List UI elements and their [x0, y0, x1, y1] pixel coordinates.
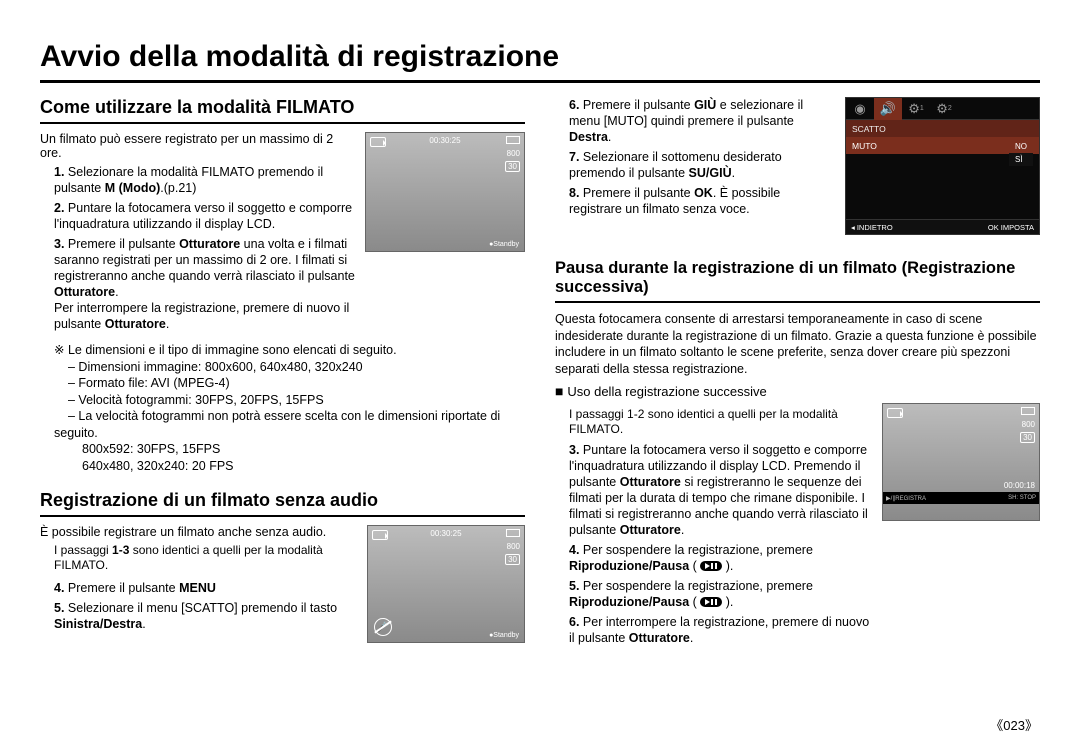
menu-option-si: SÌ: [1009, 153, 1033, 166]
mute-icon: 🎤: [374, 618, 392, 636]
menu-item-muto: MUTO: [852, 141, 1029, 151]
right-column: 6. Premere il pulsante GIÙ e selezionare…: [555, 97, 1040, 650]
camera-preview-3: 800 30 00:00:18 ▶/∥REGISTRA SH: STOP: [882, 403, 1040, 521]
section2-title: Registrazione di un filmato senza audio: [40, 490, 525, 517]
fps-indicator: 30: [1020, 432, 1035, 443]
spec-note: ※ Le dimensioni e il tipo di immagine so…: [54, 342, 525, 474]
camera-menu-screen: ◉ 🔊 ⚙1 ⚙2 SCATTO MUTO ▸ NO SÌ: [845, 97, 1040, 235]
videocam-icon: [372, 530, 388, 540]
videocam-icon: [370, 137, 386, 147]
fps-indicator: 30: [505, 161, 520, 172]
step: 8. Premere il pulsante OK. È possibile r…: [569, 185, 835, 217]
page-title: Avvio della modalità di registrazione: [40, 40, 1040, 83]
step: 3. Puntare la fotocamera verso il sogget…: [569, 442, 872, 538]
step: 7. Selezionare il sottomenu desiderato p…: [569, 149, 835, 181]
step: 4. Premere il pulsante MENU: [54, 580, 357, 596]
timer: 00:30:25: [430, 529, 461, 538]
rec-strip-left: ▶/∥REGISTRA: [886, 495, 926, 502]
step: 4. Per sospendere la registrazione, prem…: [569, 542, 872, 574]
step: 2. Puntare la fotocamera verso il sogget…: [54, 200, 355, 232]
section3-sub: ■ Uso della registrazione successive: [555, 383, 1040, 399]
rec-strip-right: SH: STOP: [1008, 495, 1036, 501]
battery-icon: [506, 136, 520, 144]
fps-indicator: 30: [505, 554, 520, 565]
left-column: Come utilizzare la modalità FILMATO Un f…: [40, 97, 525, 650]
section3-para: Questa fotocamera consente di arrestarsi…: [555, 311, 1040, 377]
timer: 00:30:25: [429, 136, 460, 145]
camera-preview-2: 00:30:25 800 30 🎤 ●Standby: [367, 525, 525, 643]
section2-intro: È possibile registrare un filmato anche …: [40, 525, 357, 539]
videocam-icon: [887, 408, 903, 418]
battery-icon: [506, 529, 520, 537]
play-pause-icon: [700, 561, 722, 571]
battery-icon: [1021, 407, 1035, 415]
menu-ok: OK IMPOSTA: [988, 223, 1034, 232]
section1-intro: Un filmato può essere registrato per un …: [40, 132, 355, 160]
timer: 00:00:18: [1004, 481, 1035, 490]
step: 6. Per interrompere la registrazione, pr…: [569, 614, 872, 646]
step: 5. Per sospendere la registrazione, prem…: [569, 578, 872, 610]
step: 3. Premere il pulsante Otturatore una vo…: [54, 236, 355, 332]
menu-option-no: NO: [1009, 140, 1033, 153]
menu-tab-camera-icon: ◉: [846, 98, 874, 120]
menu-tab-settings2-icon: ⚙2: [930, 98, 958, 120]
menu-header: SCATTO: [852, 124, 1033, 134]
play-pause-icon: [700, 597, 722, 607]
step: 1. Selezionare la modalità FILMATO preme…: [54, 164, 355, 196]
menu-back: ◂ INDIETRO: [851, 223, 893, 232]
menu-tab-audio-icon: 🔊: [874, 98, 902, 120]
section3-pre: I passaggi 1-2 sono identici a quelli pe…: [569, 407, 872, 438]
step: 6. Premere il pulsante GIÙ e selezionare…: [569, 97, 835, 145]
camera-preview-1: 00:30:25 800 30 ●Standby: [365, 132, 525, 252]
section2-pre: I passaggi 1-3 sono identici a quelli pe…: [54, 543, 357, 574]
page-number: 《023》: [990, 715, 1038, 734]
section1-title: Come utilizzare la modalità FILMATO: [40, 97, 525, 124]
resolution-indicator: 800: [507, 542, 520, 551]
resolution-indicator: 800: [507, 149, 520, 158]
step: 5. Selezionare il menu [SCATTO] premendo…: [54, 600, 357, 632]
resolution-indicator: 800: [1022, 420, 1035, 429]
section3-title: Pausa durante la registrazione di un fil…: [555, 259, 1040, 303]
standby-indicator: ●Standby: [489, 241, 519, 248]
menu-tab-settings1-icon: ⚙1: [902, 98, 930, 120]
standby-indicator: ●Standby: [489, 632, 519, 639]
